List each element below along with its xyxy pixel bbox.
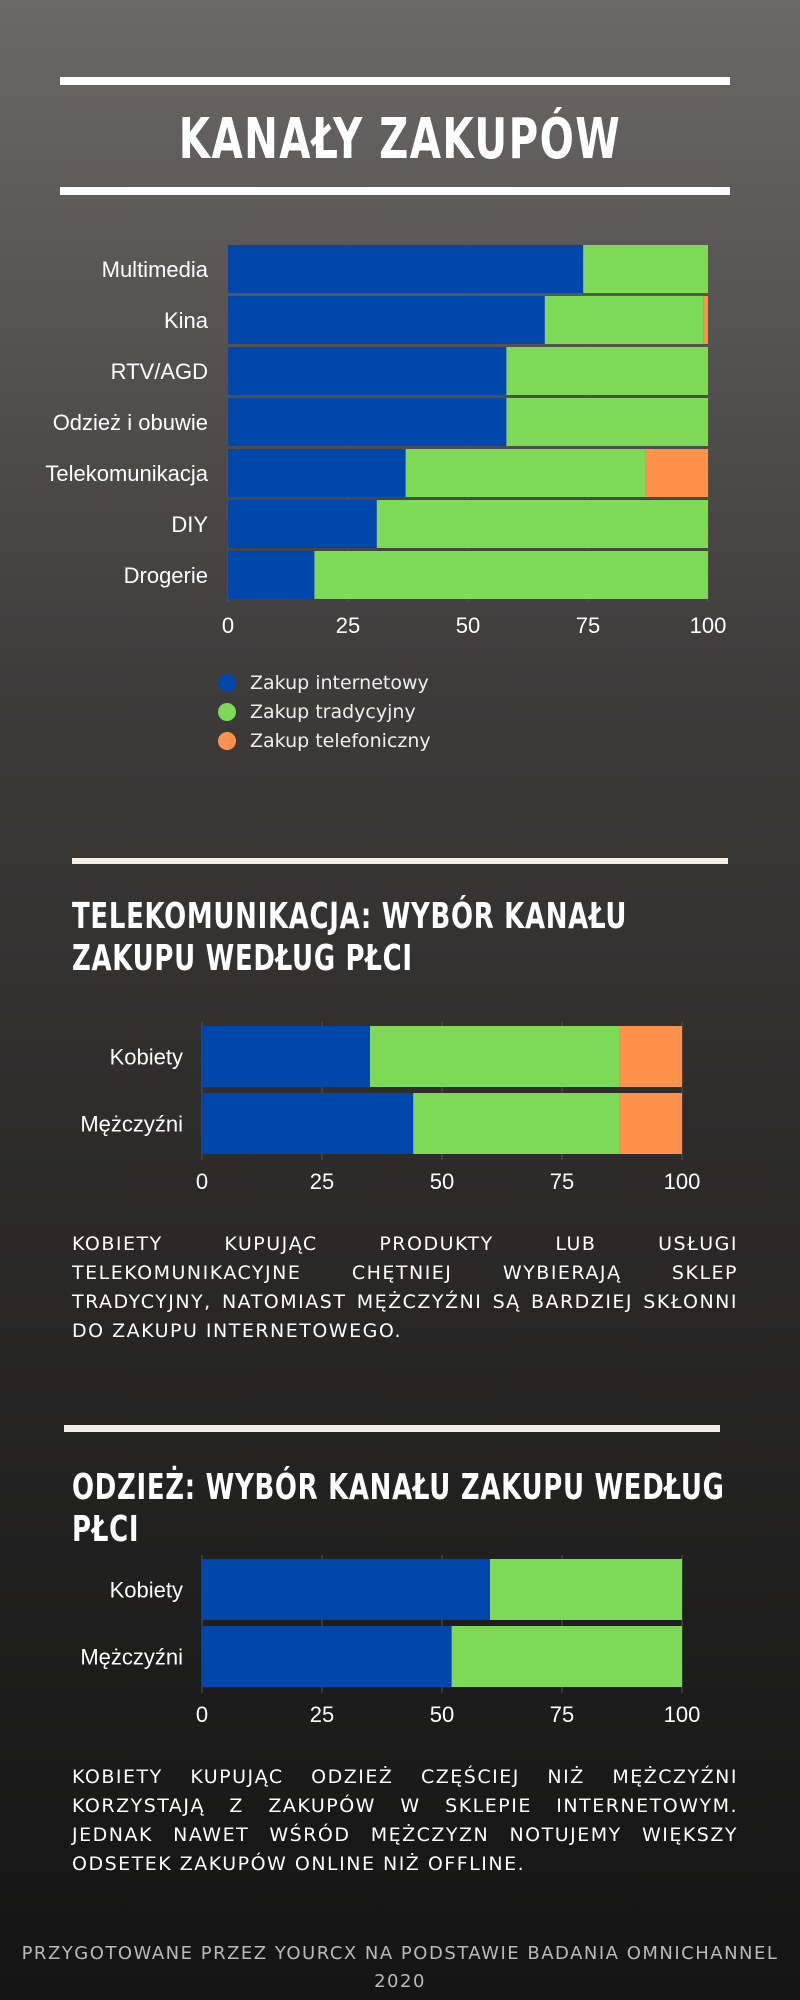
category-label: Drogerie: [124, 563, 208, 588]
tick-label: 75: [576, 613, 600, 638]
tick-label: 50: [430, 1702, 454, 1727]
category-label: Kina: [164, 308, 209, 333]
tick-label: 100: [664, 1169, 701, 1194]
bar-online: [228, 551, 315, 599]
clothing-gender-chart: Kobiety Mężczyźni 0 25 50 75 100: [80, 1555, 701, 1727]
legend-label-phone: Zakup telefoniczny: [250, 729, 431, 752]
bar-online: [228, 347, 507, 395]
bar-online: [228, 398, 507, 446]
category-label: Mężczyźni: [80, 1644, 183, 1669]
tick-label: 0: [196, 1169, 208, 1194]
tick-label: 100: [690, 613, 727, 638]
bar-traditional: [544, 296, 704, 344]
category-label: Telekomunikacja: [45, 461, 208, 486]
bar-online: [228, 449, 406, 497]
tick-label: 25: [336, 613, 360, 638]
section3-text: KOBIETY KUPUJĄC ODZIEŻ CZĘŚCIEJ NIŻ MĘŻC…: [72, 1766, 738, 1875]
legend-dot-phone: [218, 731, 236, 750]
section3-title: ODZIEŻ: WYBÓR KANAŁU ZAKUPU WEDŁUG PŁCI: [72, 1467, 725, 1550]
section3-rule: [64, 1425, 720, 1432]
bar-online: [202, 1026, 370, 1087]
chart-legend: Zakup internetowy Zakup tradycyjny Zakup…: [218, 668, 431, 755]
category-label: Kobiety: [110, 1577, 183, 1602]
section2-rule: [72, 858, 728, 864]
legend-item-online: Zakup internetowy: [218, 668, 431, 697]
title-rule-top: [60, 77, 730, 85]
bar-online: [228, 500, 377, 548]
category-label: Odzież i obuwie: [53, 410, 208, 435]
tick-label: 50: [430, 1169, 454, 1194]
legend-label-traditional: Zakup tradycyjny: [250, 700, 416, 723]
tick-label: 0: [222, 613, 234, 638]
bar-online: [228, 296, 545, 344]
legend-label-online: Zakup internetowy: [250, 671, 429, 694]
bar-online: [202, 1093, 414, 1154]
bar-phone: [619, 1026, 682, 1087]
section2-text: KOBIETY KUPUJĄC PRODUKTY LUB USŁUGI TELE…: [72, 1233, 738, 1342]
bar-traditional: [314, 551, 708, 599]
tick-label: 50: [456, 613, 480, 638]
tick-label: 100: [664, 1702, 701, 1727]
bar-online: [202, 1559, 490, 1620]
bar-phone: [703, 296, 708, 344]
tick-label: 25: [310, 1169, 334, 1194]
bar-traditional: [490, 1559, 682, 1620]
legend-dot-online: [218, 673, 236, 692]
bar-traditional: [376, 500, 708, 548]
category-label: RTV/AGD: [111, 359, 208, 384]
category-label: Kobiety: [110, 1044, 183, 1069]
bar-traditional: [583, 245, 708, 293]
tick-label: 75: [550, 1169, 574, 1194]
bar-traditional: [506, 347, 708, 395]
tick-label: 75: [550, 1702, 574, 1727]
bar-traditional: [506, 398, 708, 446]
bar-traditional: [405, 449, 646, 497]
bar-phone: [645, 449, 708, 497]
bar-traditional: [451, 1626, 682, 1687]
bar-traditional: [413, 1093, 620, 1154]
tick-label: 25: [310, 1702, 334, 1727]
bar-online: [202, 1626, 452, 1687]
category-label: DIY: [171, 512, 208, 537]
bar-traditional: [370, 1026, 620, 1087]
bar-online: [228, 245, 584, 293]
legend-dot-traditional: [218, 702, 236, 721]
legend-item-phone: Zakup telefoniczny: [218, 726, 431, 755]
category-label: Multimedia: [102, 257, 209, 282]
page-title: KANAŁY ZAKUPÓW: [178, 107, 622, 172]
section2-title: TELEKOMUNIKACJA: WYBÓR KANAŁU ZAKUPU WED…: [72, 896, 628, 979]
legend-item-traditional: Zakup tradycyjny: [218, 697, 431, 726]
tick-label: 0: [196, 1702, 208, 1727]
channels-chart: Multimedia Kina RTV/AGD Odzież i obuwie Tele…: [45, 241, 727, 638]
bar-phone: [619, 1093, 682, 1154]
title-rule-bottom: [60, 187, 730, 195]
category-label: Mężczyźni: [80, 1111, 183, 1136]
footer-note: PRZYGOTOWANE PRZEZ YOURCX NA PODSTAWIE B…: [21, 1943, 779, 1992]
telecom-gender-chart: Kobiety Mężczyźni 0 25 50 75 100: [80, 1022, 701, 1194]
